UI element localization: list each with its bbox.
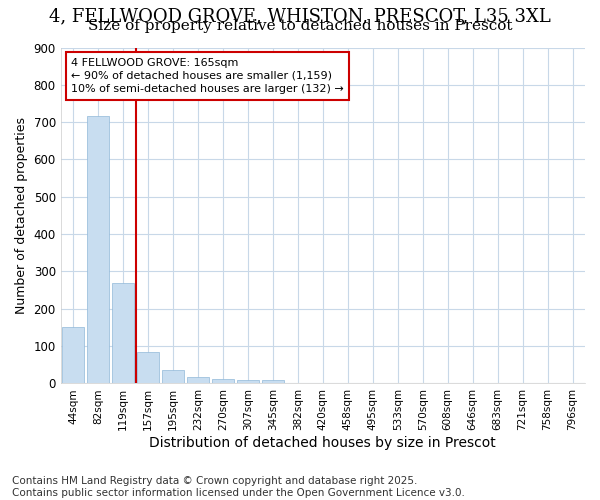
Bar	[112, 282, 134, 384]
Bar	[236, 380, 259, 384]
Bar	[262, 380, 284, 384]
Text: 4, FELLWOOD GROVE, WHISTON, PRESCOT, L35 3XL: 4, FELLWOOD GROVE, WHISTON, PRESCOT, L35…	[49, 8, 551, 26]
Text: Contains HM Land Registry data © Crown copyright and database right 2025.
Contai: Contains HM Land Registry data © Crown c…	[12, 476, 465, 498]
Bar	[62, 326, 85, 384]
Text: Size of property relative to detached houses in Prescot: Size of property relative to detached ho…	[88, 19, 512, 33]
Bar	[87, 116, 109, 384]
Bar	[212, 379, 234, 384]
Text: 4 FELLWOOD GROVE: 165sqm
← 90% of detached houses are smaller (1,159)
10% of sem: 4 FELLWOOD GROVE: 165sqm ← 90% of detach…	[71, 58, 344, 94]
Y-axis label: Number of detached properties: Number of detached properties	[15, 117, 28, 314]
Bar	[162, 370, 184, 384]
X-axis label: Distribution of detached houses by size in Prescot: Distribution of detached houses by size …	[149, 436, 496, 450]
Bar	[137, 352, 159, 384]
Bar	[187, 376, 209, 384]
